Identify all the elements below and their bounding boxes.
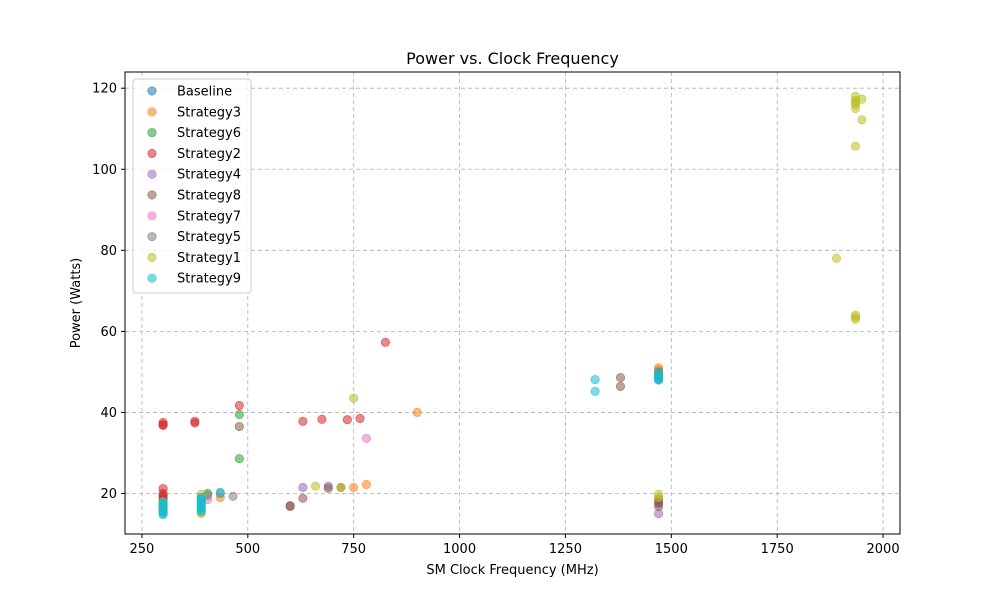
legend-label-strategy7: Strategy7 [177, 209, 241, 224]
axis-ticks: 250 500 750 1000 1250 1500 1750 2000 20 40 60 80 100… [92, 82, 899, 557]
data-point-strategy1 [857, 115, 867, 125]
data-point-strategy9 [196, 507, 206, 517]
data-point-strategy1 [857, 94, 867, 104]
data-point-strategy8 [323, 483, 333, 493]
data-point-strategy8 [615, 381, 625, 391]
legend-marker-strategy4 [147, 169, 157, 179]
data-point-strategy3 [412, 407, 422, 417]
legend-label-strategy6: Strategy6 [177, 126, 241, 141]
y-tick-label: 120 [92, 82, 117, 97]
legend-marker-strategy1 [147, 252, 157, 262]
grid-lines [125, 72, 900, 534]
legend-label-strategy1: Strategy1 [177, 251, 241, 266]
data-point-strategy2 [342, 415, 352, 425]
data-point-strategy9 [590, 375, 600, 385]
data-point-strategy8 [298, 493, 308, 503]
chart-title: Power vs. Clock Frequency [406, 49, 619, 68]
data-point-strategy1 [654, 493, 664, 503]
legend-marker-baseline [147, 86, 157, 96]
data-point-strategy4 [298, 482, 308, 492]
data-point-strategy6 [234, 409, 244, 419]
legend-label-strategy9: Strategy9 [177, 272, 241, 287]
y-tick-label: 60 [100, 325, 117, 340]
data-point-strategy6 [234, 454, 244, 464]
data-points [158, 91, 867, 520]
x-tick-label: 250 [130, 542, 155, 557]
legend-marker-strategy2 [147, 148, 157, 158]
data-point-strategy1 [851, 314, 861, 324]
legend-label-baseline: Baseline [177, 85, 232, 100]
data-point-strategy7 [361, 433, 371, 443]
data-point-strategy2 [158, 420, 168, 430]
data-point-strategy8 [234, 422, 244, 432]
x-tick-label: 1000 [443, 542, 476, 557]
legend-label-strategy2: Strategy2 [177, 147, 241, 162]
data-point-strategy1 [311, 481, 321, 491]
data-point-strategy2 [380, 337, 390, 347]
x-tick-label: 500 [235, 542, 260, 557]
data-point-strategy2 [317, 414, 327, 424]
legend-marker-strategy7 [147, 211, 157, 221]
data-point-strategy2 [355, 413, 365, 423]
legend-label-strategy4: Strategy4 [177, 168, 241, 183]
legend-frame [132, 78, 252, 294]
data-point-strategy9 [158, 510, 168, 520]
data-point-strategy2 [298, 416, 308, 426]
data-point-strategy1 [349, 393, 359, 403]
x-tick-label: 2000 [867, 542, 900, 557]
legend-marker-strategy8 [147, 190, 157, 200]
data-point-strategy1 [336, 482, 346, 492]
data-point-strategy1 [851, 103, 861, 113]
data-point-strategy1 [851, 141, 861, 151]
x-tick-label: 1250 [549, 542, 582, 557]
x-tick-label: 750 [341, 542, 366, 557]
y-axis-title: Power (Watts) [69, 258, 84, 349]
x-tick-label: 1750 [761, 542, 794, 557]
legend-marker-strategy6 [147, 128, 157, 138]
data-point-strategy2 [190, 418, 200, 428]
y-tick-label: 80 [100, 244, 117, 259]
data-point-strategy3 [361, 480, 371, 490]
legend-label-strategy5: Strategy5 [177, 230, 241, 245]
legend-label-strategy8: Strategy8 [177, 189, 241, 204]
y-tick-label: 100 [92, 163, 117, 178]
data-point-strategy1 [831, 253, 841, 263]
y-tick-label: 40 [100, 406, 117, 421]
data-point-strategy5 [228, 491, 238, 501]
legend-label-strategy3: Strategy3 [177, 105, 241, 120]
data-point-strategy8 [615, 373, 625, 383]
data-point-strategy9 [215, 487, 225, 497]
data-point-strategy8 [285, 501, 295, 511]
legend: Baseline Strategy3 Strategy6 Strategy2 Strat… [132, 78, 252, 294]
plot-frame [124, 71, 901, 535]
legend-marker-strategy9 [147, 273, 157, 283]
data-point-strategy2 [234, 401, 244, 411]
legend-marker-strategy3 [147, 107, 157, 117]
x-axis-title: SM Clock Frequency (MHz) [426, 563, 598, 578]
x-tick-label: 1500 [655, 542, 688, 557]
y-tick-label: 20 [100, 487, 117, 502]
data-point-strategy9 [654, 367, 664, 377]
data-point-strategy3 [349, 482, 359, 492]
data-point-strategy9 [590, 386, 600, 396]
legend-marker-strategy5 [147, 232, 157, 242]
